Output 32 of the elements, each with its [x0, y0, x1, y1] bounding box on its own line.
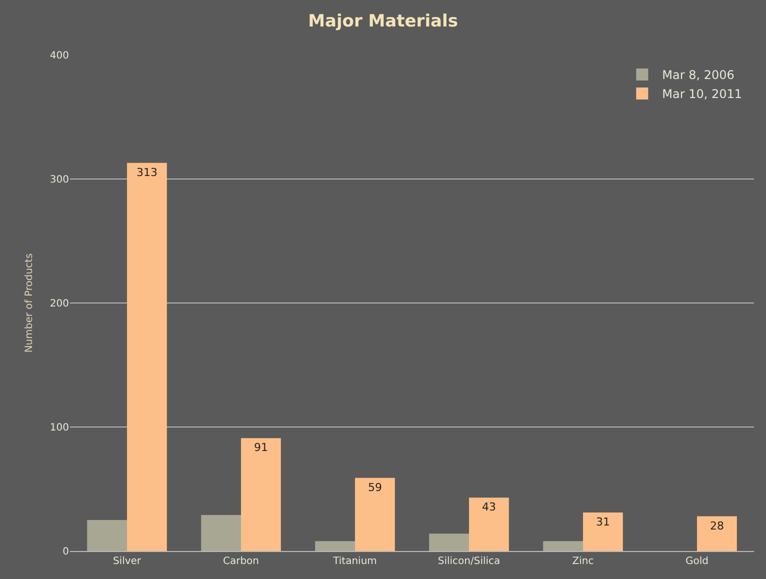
bar: [429, 534, 469, 551]
bar: [583, 512, 623, 551]
y-axis-title: Number of Products: [24, 253, 35, 353]
bar: [355, 478, 395, 551]
y-tick-label: 200: [50, 298, 69, 310]
bar: [543, 541, 583, 551]
y-tick-label: 0: [62, 546, 69, 558]
data-label: 59: [368, 480, 382, 494]
bar: [697, 516, 737, 551]
x-tick-label: Carbon: [222, 556, 260, 567]
bar: [87, 520, 127, 551]
data-label: 43: [482, 500, 496, 514]
data-label: 31: [596, 516, 610, 529]
data-label: 91: [254, 441, 268, 454]
data-label: 313: [136, 166, 158, 179]
bar: [127, 162, 167, 551]
legend-label: Mar 10, 2011: [662, 87, 742, 102]
bar: [315, 541, 355, 551]
x-tick-label: Zinc: [572, 556, 594, 567]
chart-title: Major Materials: [308, 11, 458, 32]
data-label: 28: [710, 519, 724, 532]
y-tick-label: 100: [50, 422, 69, 434]
x-tick-label: Gold: [686, 556, 708, 567]
bar: [469, 498, 509, 551]
y-tick-label: 400: [50, 50, 69, 62]
x-tick-label: Silicon/Silica: [438, 556, 500, 567]
x-tick-label: Titanium: [332, 556, 377, 567]
bar: [201, 515, 241, 551]
y-tick-label: 300: [50, 174, 69, 186]
x-tick-label: Silver: [112, 556, 142, 567]
bar: [241, 438, 281, 551]
legend-label: Mar 8, 2006: [662, 68, 734, 82]
